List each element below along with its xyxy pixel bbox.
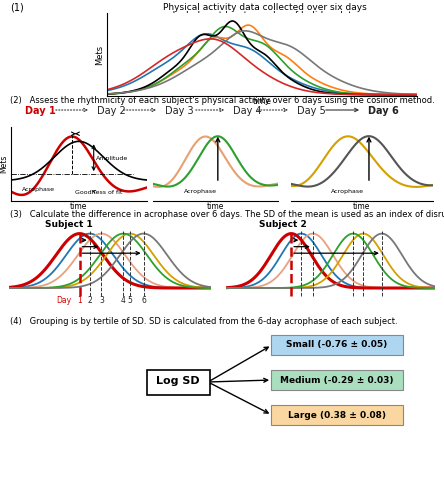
Text: Subject 2: Subject 2 xyxy=(259,220,307,229)
FancyBboxPatch shape xyxy=(271,405,403,425)
Text: 4: 4 xyxy=(121,296,126,305)
Text: Small (-0.76 ± 0.05): Small (-0.76 ± 0.05) xyxy=(286,340,388,349)
Text: Amplitude: Amplitude xyxy=(96,156,129,161)
X-axis label: time: time xyxy=(253,98,271,106)
Text: 5: 5 xyxy=(128,296,132,305)
FancyBboxPatch shape xyxy=(147,370,210,394)
Text: Subject 1: Subject 1 xyxy=(45,220,93,229)
Text: Acrophase: Acrophase xyxy=(184,190,217,194)
Text: Physical activity data collected over six days: Physical activity data collected over si… xyxy=(163,3,367,12)
Text: Acrophase: Acrophase xyxy=(22,186,55,192)
Text: (4)   Grouping is by tertile of SD. SD is calculated from the 6-day acrophase of: (4) Grouping is by tertile of SD. SD is … xyxy=(10,317,398,326)
X-axis label: time: time xyxy=(206,202,224,211)
Text: 3: 3 xyxy=(99,296,104,305)
Y-axis label: Mets: Mets xyxy=(95,44,104,65)
X-axis label: time: time xyxy=(70,202,87,211)
Text: (3)   Calculate the difference in acrophase over 6 days. The SD of the mean is u: (3) Calculate the difference in acrophas… xyxy=(10,210,444,219)
Text: Day 2: Day 2 xyxy=(97,106,126,116)
Text: Large (0.38 ± 0.08): Large (0.38 ± 0.08) xyxy=(288,410,386,420)
Text: Goodness of fit: Goodness of fit xyxy=(75,190,123,196)
FancyBboxPatch shape xyxy=(271,370,403,390)
Text: 1: 1 xyxy=(77,296,82,305)
Text: 6: 6 xyxy=(141,296,146,305)
Text: Day 5: Day 5 xyxy=(297,106,326,116)
Text: Medium (-0.29 ± 0.03): Medium (-0.29 ± 0.03) xyxy=(280,376,394,384)
X-axis label: time: time xyxy=(353,202,371,211)
Text: Day 3: Day 3 xyxy=(165,106,194,116)
Y-axis label: Mets: Mets xyxy=(0,155,8,173)
Text: 2: 2 xyxy=(87,296,92,305)
FancyBboxPatch shape xyxy=(271,335,403,355)
Text: Day 4: Day 4 xyxy=(233,106,262,116)
Text: Log SD: Log SD xyxy=(156,376,200,386)
Text: Day 1: Day 1 xyxy=(25,106,56,116)
Text: Acrophase: Acrophase xyxy=(331,190,364,194)
Text: Day: Day xyxy=(56,296,71,305)
Text: (2)   Assess the rhythmicity of each subject's physical activity over 6 days usi: (2) Assess the rhythmicity of each subje… xyxy=(10,96,435,105)
Text: <Includes at least one day of holiday data>: <Includes at least one day of holiday da… xyxy=(165,11,365,20)
Text: (1): (1) xyxy=(10,3,24,13)
Text: Day 6: Day 6 xyxy=(368,106,399,116)
